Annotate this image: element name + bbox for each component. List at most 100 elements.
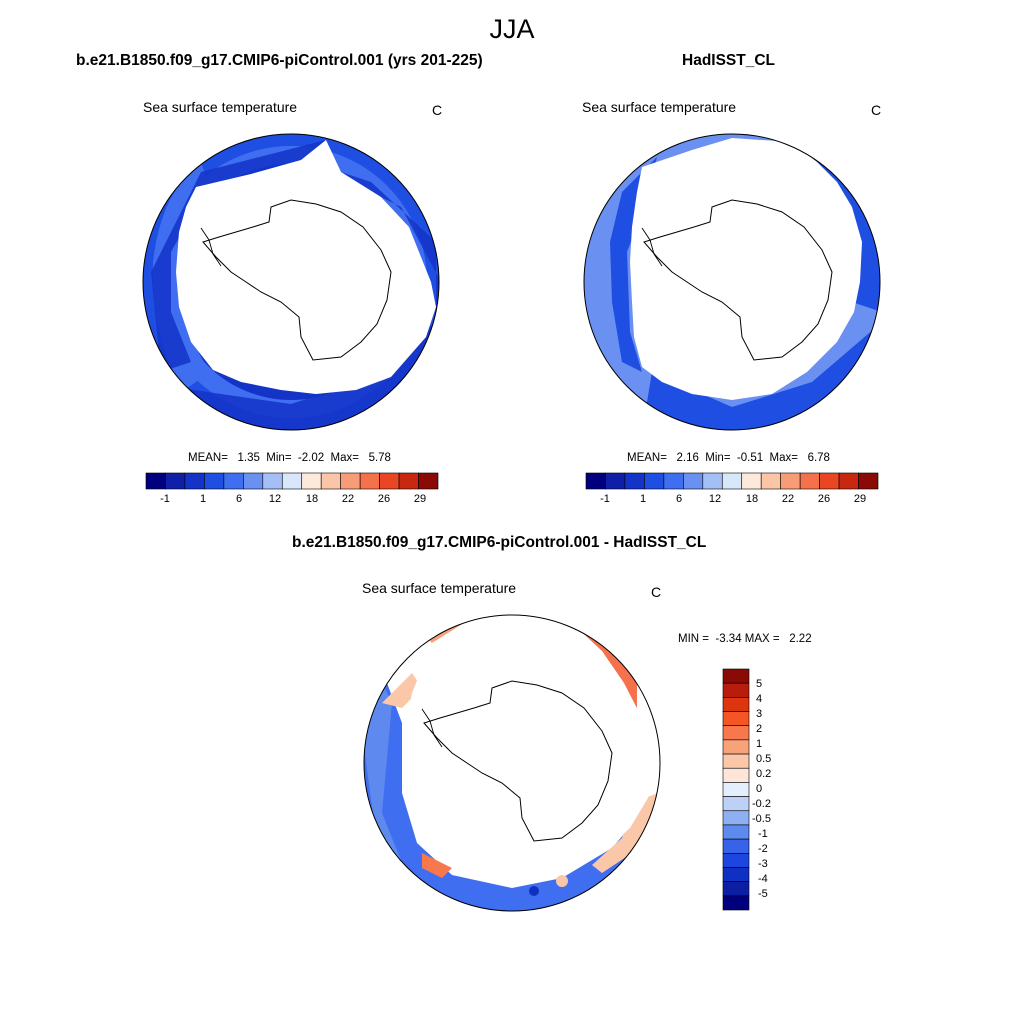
- colorbar-swatch: [145, 472, 166, 490]
- panel-2-stats: MEAN= 2.16 Min= -0.51 Max= 6.78: [627, 452, 830, 464]
- panel-3-colorbar-tick: -0.2: [752, 798, 771, 810]
- panel-1-stats: MEAN= 1.35 Min= -2.02 Max= 5.78: [188, 452, 391, 464]
- panel-1-case-title: b.e21.B1850.f09_g17.CMIP6-piControl.001 …: [76, 52, 483, 69]
- colorbar-swatch: [243, 472, 264, 490]
- panel-3-polar-map: [363, 614, 661, 912]
- panel-2-sea-ice-mask: [630, 138, 862, 400]
- colorbar-swatch: [722, 668, 750, 684]
- colorbar-swatch: [741, 472, 762, 490]
- colorbar-swatch: [722, 767, 750, 783]
- colorbar-swatch: [702, 472, 723, 490]
- colorbar-swatch: [721, 472, 743, 490]
- panel-3-colorbar-tick: 0: [756, 783, 763, 795]
- colorbar-swatch: [418, 472, 439, 490]
- panel-3-sea-ice-mask: [404, 623, 652, 875]
- panel-2-colorbar-tick: 6: [675, 493, 683, 505]
- panel-2-antarctica-coast: [643, 199, 833, 361]
- colorbar-swatch: [722, 824, 750, 840]
- panel-3-colorbar-tick: -3: [758, 858, 768, 870]
- colorbar-swatch: [379, 472, 400, 490]
- colorbar-swatch: [780, 472, 801, 490]
- colorbar-swatch: [320, 472, 341, 490]
- colorbar-swatch: [722, 711, 750, 727]
- panel-2-case-title: HadISST_CL: [682, 52, 776, 69]
- colorbar-swatch: [262, 472, 283, 490]
- colorbar-swatch: [722, 753, 750, 769]
- colorbar-swatch: [340, 472, 361, 490]
- panel-2-colorbar: [585, 472, 879, 490]
- panel-1-antarctica-coast: [202, 199, 392, 361]
- panel-2-colorbar-tick: 22: [781, 493, 795, 505]
- figure-title: JJA: [489, 14, 535, 44]
- colorbar-swatch: [819, 472, 840, 490]
- panel-3-colorbar-tick: 1: [756, 738, 763, 750]
- colorbar-swatch: [838, 472, 859, 490]
- colorbar-swatch: [722, 895, 750, 911]
- colorbar-swatch: [585, 472, 606, 490]
- colorbar-swatch: [799, 472, 820, 490]
- panel-1-colorbar-tick: 26: [377, 493, 391, 505]
- panel-2-units-label: C: [871, 102, 882, 118]
- colorbar-swatch: [722, 796, 750, 812]
- colorbar-swatch: [204, 472, 225, 490]
- panel-2-colorbar-tick: 18: [745, 493, 759, 505]
- panel-3-colorbar-tick: 0.2: [756, 768, 772, 780]
- panel-3-variable-label: Sea surface temperature: [362, 580, 517, 596]
- panel-3-colorbar-tick: -5: [758, 888, 768, 900]
- colorbar-swatch: [398, 472, 419, 490]
- panel-1-colorbar-labels: -1 1 6 12 18 22 26 29: [146, 493, 438, 507]
- colorbar-swatch: [760, 472, 781, 490]
- colorbar-swatch: [858, 472, 879, 490]
- colorbar-swatch: [722, 810, 750, 826]
- colorbar-swatch: [624, 472, 645, 490]
- panel-1-colorbar-tick: 22: [341, 493, 355, 505]
- panel-1-units-label: C: [432, 102, 443, 118]
- panel-3-colorbar-tick: 5: [756, 678, 763, 690]
- panel-2-colorbar-labels: -1 1 6 12 18 22 26 29: [586, 493, 878, 507]
- colorbar-swatch: [722, 739, 750, 755]
- colorbar-swatch: [722, 852, 750, 868]
- panel-2-colorbar-tick: -1: [600, 493, 610, 505]
- panel-3-colorbar-labels: 5 4 3 2 1 0.5 0.2 0 -0.2 -0.5 -1 -2 -3 -…: [752, 669, 796, 910]
- panel-3-colorbar-tick: 2: [756, 723, 763, 735]
- colorbar-swatch: [663, 472, 684, 490]
- panel-1-colorbar-tick: -1: [160, 493, 170, 505]
- panel-3-colorbar-tick: -2: [758, 843, 768, 855]
- panel-3-colorbar-tick: -0.5: [752, 813, 771, 825]
- colorbar-swatch: [605, 472, 626, 490]
- colorbar-swatch: [301, 472, 322, 490]
- colorbar-swatch: [281, 472, 303, 490]
- panel-2-colorbar-tick: 12: [708, 493, 722, 505]
- panel-2-variable-label: Sea surface temperature: [582, 99, 737, 115]
- panel-3-units-label: C: [651, 584, 662, 600]
- colorbar-swatch: [722, 867, 750, 882]
- panel-1-colorbar-tick: 18: [305, 493, 319, 505]
- panel-1-variable-label: Sea surface temperature: [143, 99, 298, 115]
- colorbar-swatch: [165, 472, 186, 490]
- colorbar-swatch: [359, 472, 380, 490]
- panel-3-colorbar-tick: 3: [756, 708, 763, 720]
- panel-3-stats: MIN = -3.34 MAX = 2.22: [678, 633, 812, 645]
- panel-1-polar-map: [142, 133, 440, 431]
- colorbar-swatch: [184, 472, 205, 490]
- panel-1-colorbar-tick: 1: [199, 493, 207, 505]
- panel-2-colorbar-tick: 26: [817, 493, 831, 505]
- colorbar-swatch: [722, 682, 750, 698]
- panel-3-colorbar: [722, 668, 750, 911]
- panel-3-colorbar-tick: -1: [758, 828, 768, 840]
- panel-2-polar-map: [583, 133, 881, 431]
- colorbar-swatch: [722, 881, 750, 897]
- colorbar-swatch: [722, 782, 750, 797]
- colorbar-swatch: [722, 725, 750, 741]
- colorbar-swatch: [644, 472, 665, 490]
- colorbar-swatch: [683, 472, 704, 490]
- panel-1-colorbar: [145, 472, 439, 490]
- colorbar-swatch: [722, 697, 750, 712]
- panel-3-antarctica-coast: [423, 680, 613, 842]
- panel-1-colorbar-tick: 12: [268, 493, 282, 505]
- panel-2-colorbar-tick: 1: [639, 493, 647, 505]
- panel-3-case-title: b.e21.B1850.f09_g17.CMIP6-piControl.001 …: [292, 534, 707, 551]
- panel-1-colorbar-tick: 6: [235, 493, 243, 505]
- panel-3-colorbar-tick: 0.5: [756, 753, 772, 765]
- panel-3-colorbar-tick: 4: [756, 693, 763, 705]
